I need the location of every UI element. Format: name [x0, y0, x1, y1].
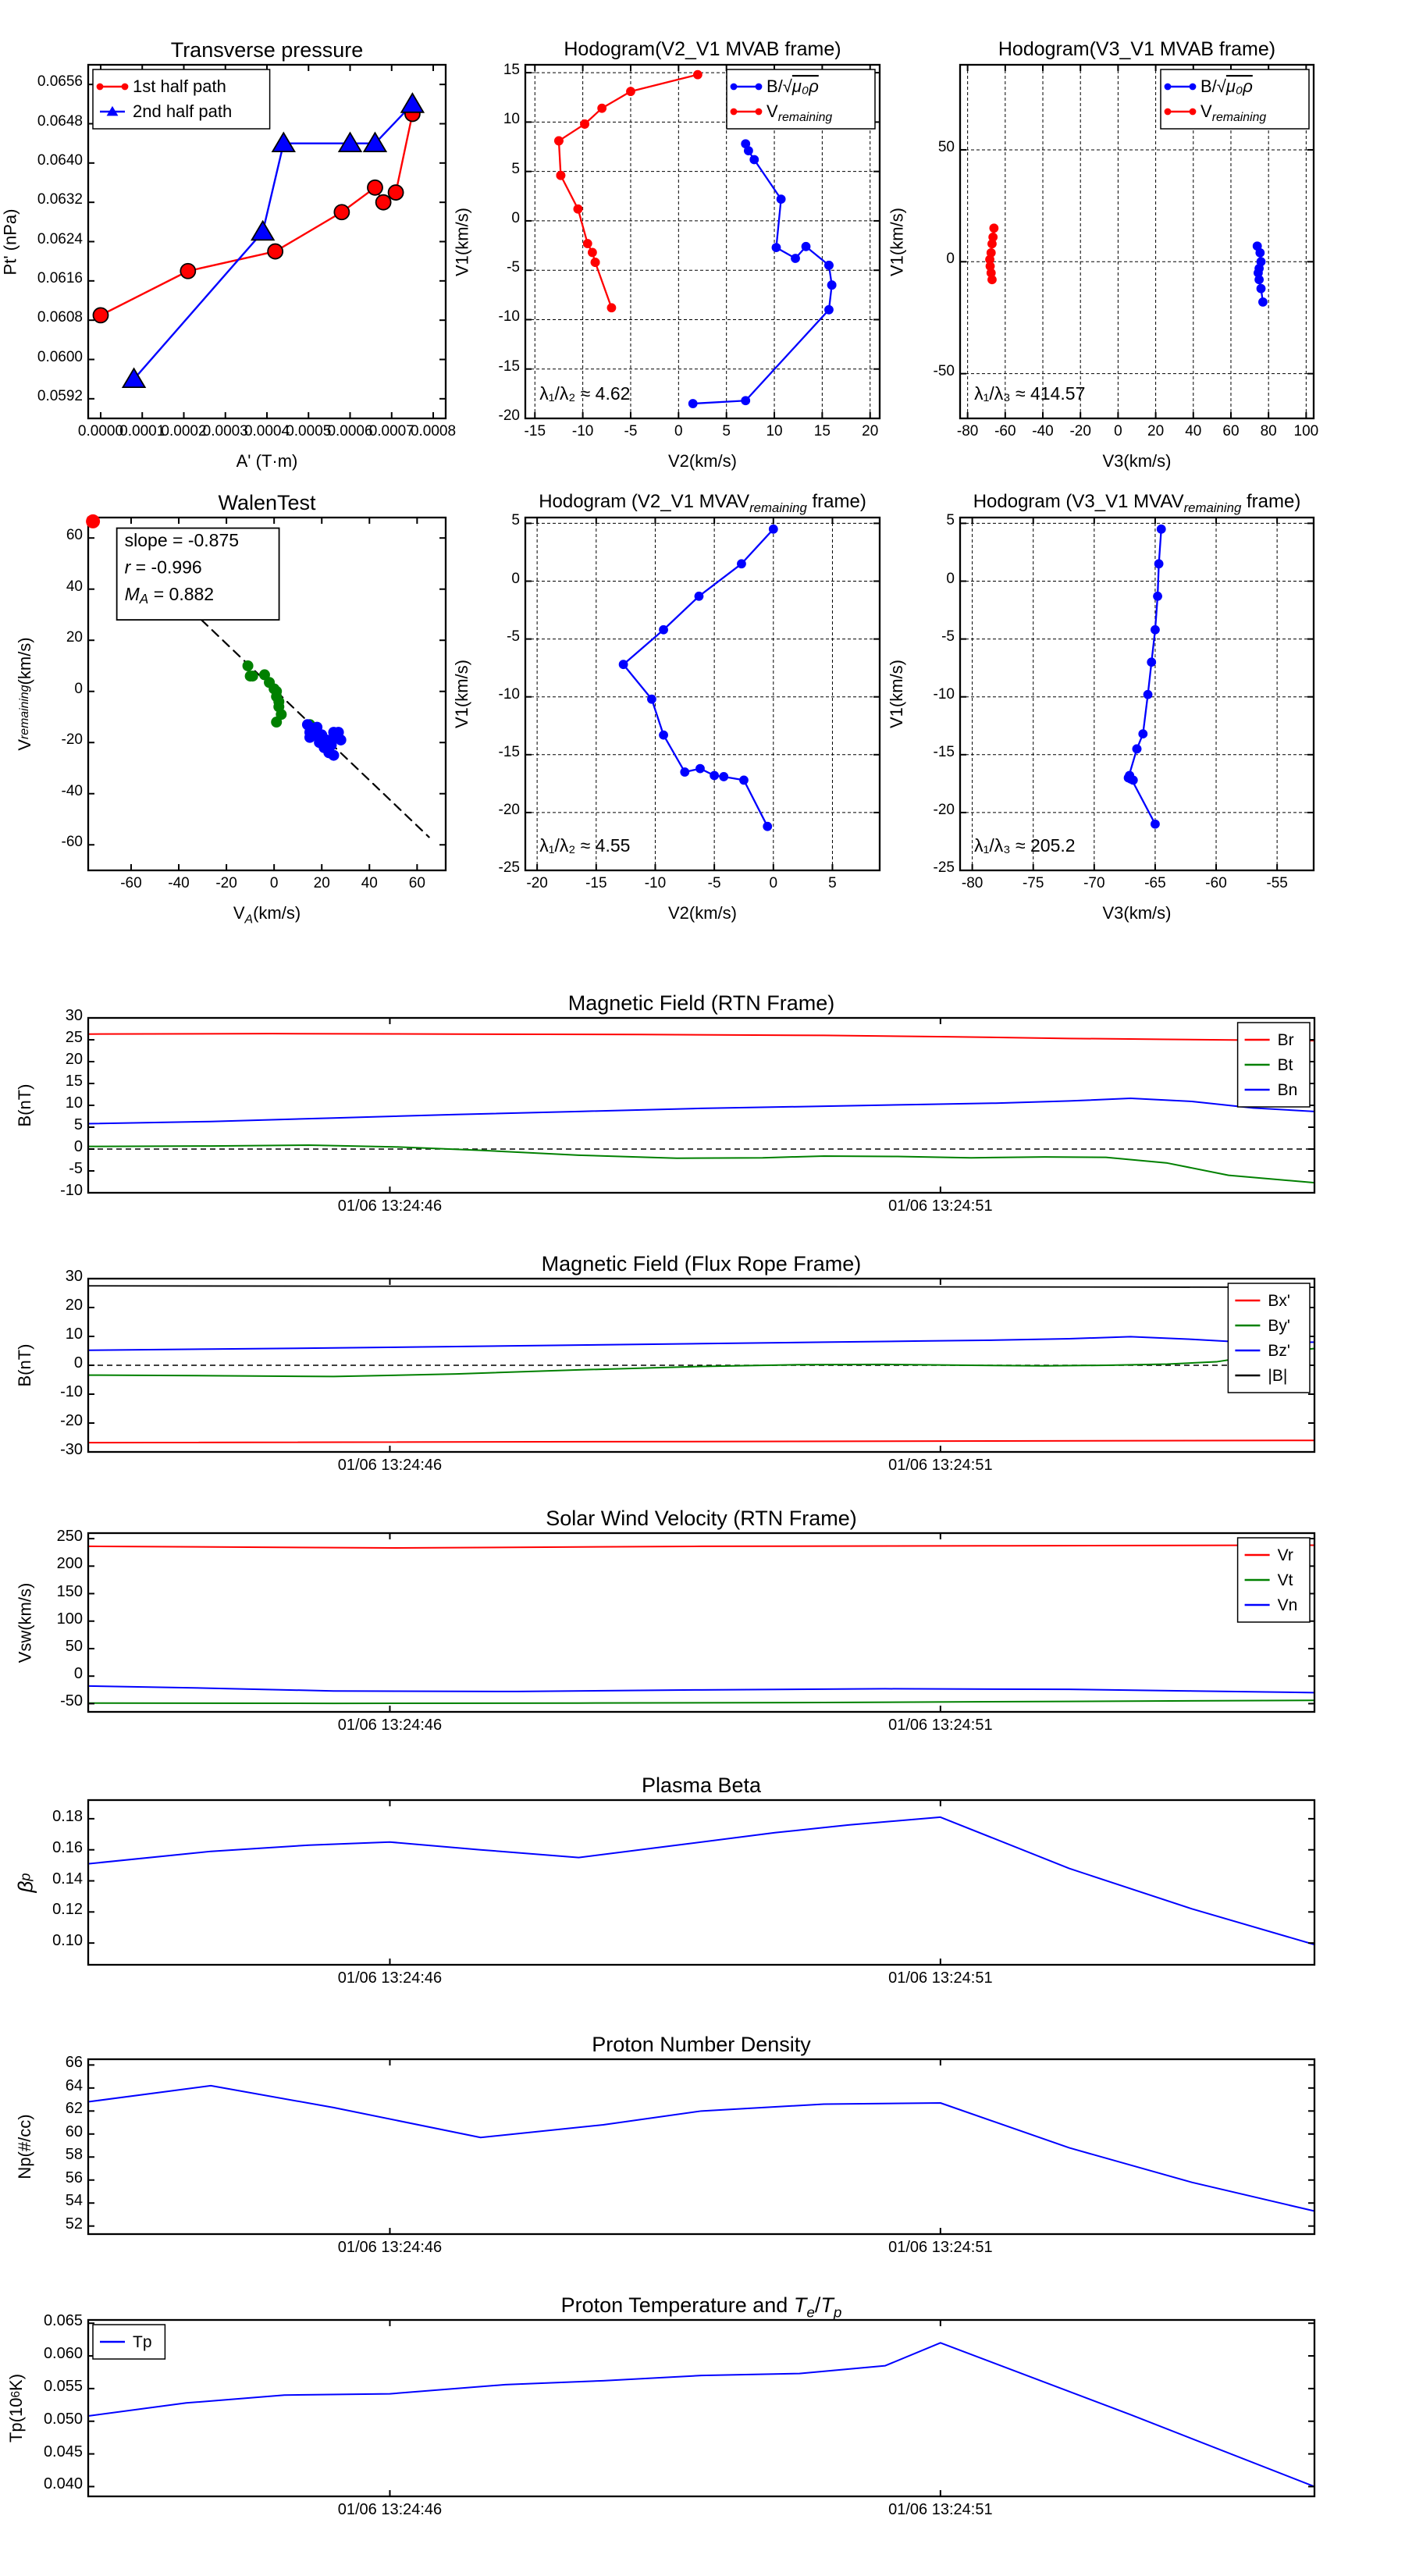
- svg-text:Vr: Vr: [1278, 1546, 1293, 1564]
- svg-text:MA = 0.882: MA = 0.882: [125, 584, 214, 607]
- svg-text:Bn: Bn: [1278, 1081, 1298, 1099]
- svg-text:1st half path: 1st half path: [133, 76, 226, 96]
- svg-text:Vt: Vt: [1278, 1571, 1293, 1589]
- svg-text:Vn: Vn: [1278, 1596, 1298, 1614]
- svg-text:r = -0.996: r = -0.996: [125, 557, 202, 578]
- svg-text:Br: Br: [1278, 1031, 1294, 1049]
- svg-text:By': By': [1268, 1317, 1290, 1335]
- svg-text:Bt: Bt: [1278, 1056, 1293, 1074]
- svg-text:Tp: Tp: [133, 2333, 152, 2351]
- svg-text:Bz': Bz': [1268, 1342, 1290, 1360]
- svg-text:B/√μ₀ρ: B/√μ₀ρ: [767, 76, 819, 96]
- svg-text:Bx': Bx': [1268, 1292, 1290, 1310]
- svg-text:2nd half path: 2nd half path: [133, 101, 232, 121]
- svg-text:B/√μ₀ρ: B/√μ₀ρ: [1200, 76, 1253, 96]
- svg-text:|B|: |B|: [1268, 1367, 1287, 1385]
- svg-text:slope = -0.875: slope = -0.875: [125, 530, 239, 550]
